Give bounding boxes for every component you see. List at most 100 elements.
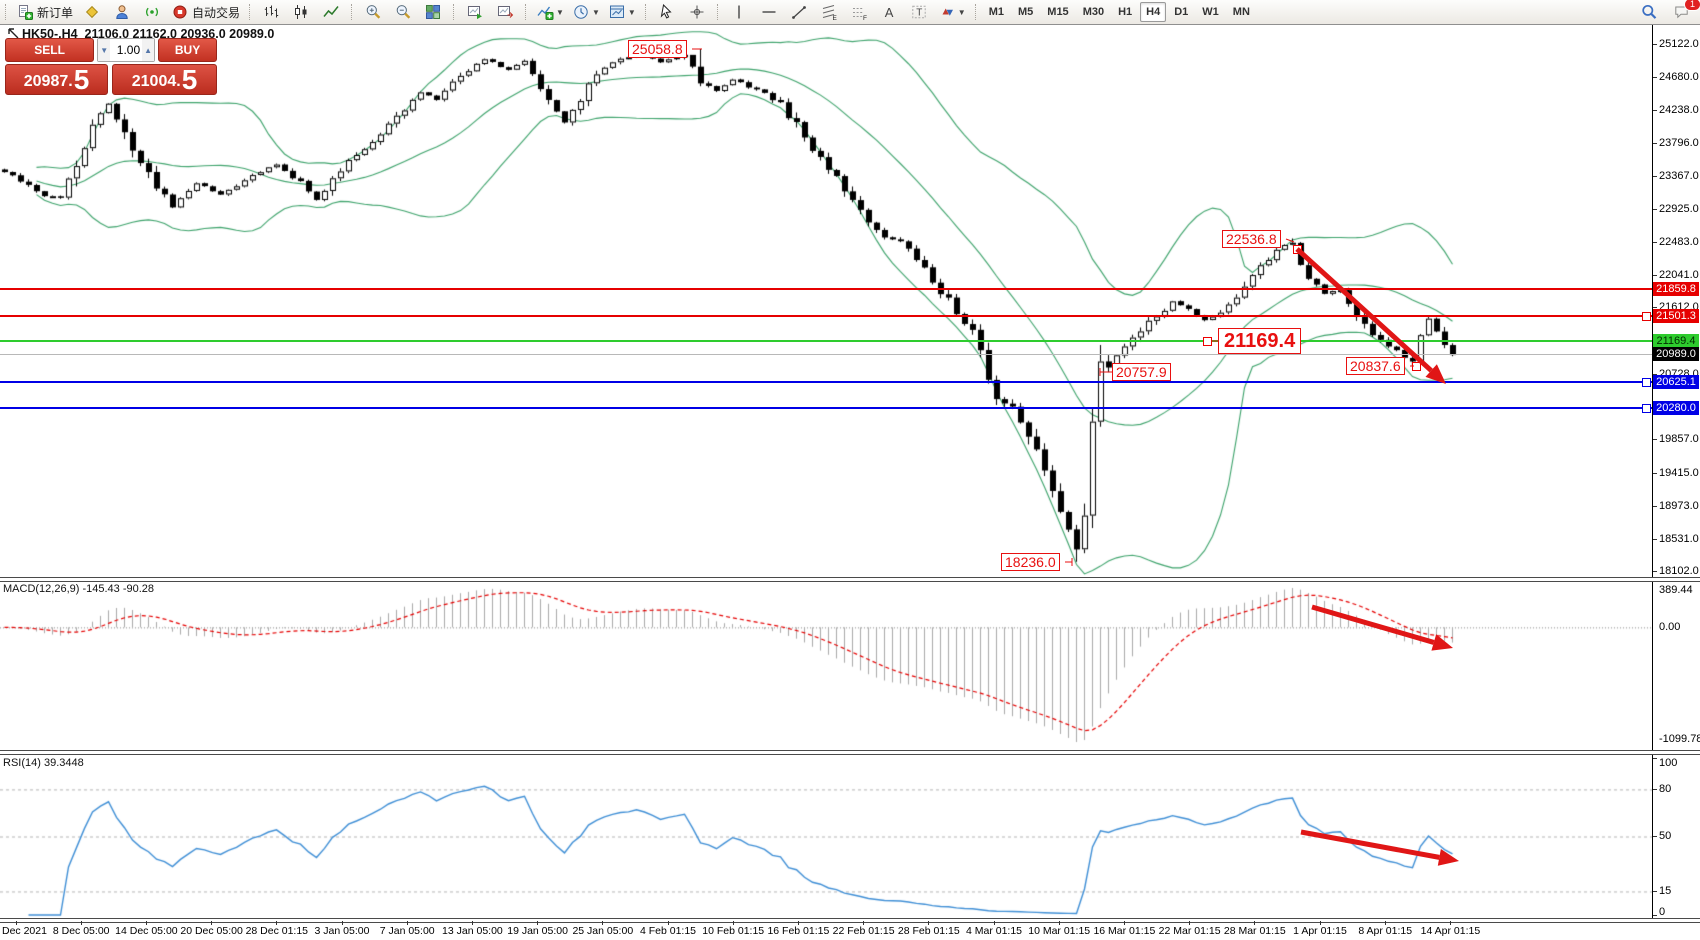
price-tick [1653,209,1657,210]
chart-shift-button[interactable] [491,1,519,23]
hline-21859.8[interactable] [0,288,1652,290]
line-chart-button[interactable] [317,1,345,23]
label-t-icon: T [912,5,926,19]
date-tick [276,921,277,925]
price-tick [1653,275,1657,276]
price-tick-label: 24680.0 [1659,71,1699,83]
trendline-button[interactable] [785,1,813,23]
hline-21169.4[interactable] [0,340,1652,342]
templates-button[interactable]: ▼ [605,1,639,23]
new-order-button[interactable]: 新订单 [13,1,76,23]
label-25058[interactable]: 25058.8 [628,40,687,58]
cursor-button[interactable] [653,1,681,23]
timeframe-m5[interactable]: M5 [1018,6,1034,18]
annotation-handle[interactable] [1412,362,1421,371]
hline-icon [762,11,776,13]
price-tick [1653,110,1657,111]
date-label: 10 Mar 01:15 [1028,925,1091,937]
label-21169[interactable]: 21169.4 [1218,328,1302,354]
annotation-handle[interactable] [1203,337,1212,346]
timeframe-m30[interactable]: M30 [1082,6,1105,18]
volume-decrease-button[interactable]: ▼ [98,39,111,61]
zoom-out-button[interactable] [389,1,417,23]
sell-button[interactable]: SELL [5,38,95,62]
svg-text:A: A [885,5,894,20]
label-22536[interactable]: 22536.8 [1222,230,1281,248]
text-label-button[interactable]: T [905,1,933,23]
date-tick [407,921,408,925]
horizontal-line-button[interactable] [755,1,783,23]
line-handle[interactable] [1642,404,1651,413]
arrow-handle[interactable] [1293,245,1302,254]
equidistant-channel-button[interactable]: E [815,1,843,23]
notifications-button[interactable]: 1 [1668,0,1700,23]
macd-axis-min: -1099.78 [1659,733,1700,745]
text-button[interactable]: A [875,1,903,23]
date-label: 16 Mar 01:15 [1093,925,1156,937]
date-tick [1059,921,1060,925]
date-tick [1124,921,1125,925]
search-button[interactable] [1635,1,1663,23]
panel-separator-macd[interactable] [0,577,1700,582]
person-icon [116,5,128,19]
date-tick [1189,921,1190,925]
line-handle[interactable] [1642,378,1651,387]
timeframe-h1[interactable]: H1 [1118,6,1133,18]
hline-21501.3[interactable] [0,315,1652,317]
zoom-in-button[interactable] [359,1,387,23]
candle-chart-button[interactable] [287,1,315,23]
timeframe-d1[interactable]: D1 [1174,6,1189,18]
date-tick [16,921,17,925]
line-handle[interactable] [1642,312,1651,321]
news-signal-button[interactable] [138,1,166,23]
bar-chart-button[interactable] [257,1,285,23]
sell-price[interactable]: 20987. 5 [5,64,109,95]
price-tick-label: 23796.0 [1659,137,1699,149]
hline-20280.0[interactable] [0,407,1652,409]
profile-button[interactable] [108,1,136,23]
timeframe-w1[interactable]: W1 [1202,6,1219,18]
date-tick [602,921,603,925]
price-tick-label: 19857.0 [1659,433,1699,445]
hline-20989.0[interactable] [0,354,1652,355]
price-level-label-21859.8: 21859.8 [1653,282,1699,296]
timeframe-mn[interactable]: MN [1232,6,1250,18]
date-tick [863,921,864,925]
indicators-button[interactable]: ▼ [533,1,567,23]
fibonacci-button[interactable]: F [845,1,873,23]
volume-input[interactable] [110,39,143,61]
signal-icon [146,7,158,17]
timeframe-m15[interactable]: M15 [1047,6,1069,18]
price-tick [1653,307,1657,308]
panel-separator-rsi[interactable] [0,750,1700,755]
date-tick [146,921,147,925]
price-tick-label: 19415.0 [1659,467,1699,479]
vertical-line-button[interactable] [725,1,753,23]
date-tick [1320,921,1321,925]
buy-price[interactable]: 21004. 5 [112,64,217,95]
buy-button[interactable]: BUY [158,38,217,62]
timeframe-m1[interactable]: M1 [988,6,1004,18]
periods-button[interactable]: ▼ [569,1,603,23]
macd-indicator-title: MACD(12,26,9) -145.43 -90.28 [3,583,155,595]
auto-scroll-button[interactable] [461,1,489,23]
hline-20625.1[interactable] [0,381,1652,383]
volume-increase-button[interactable]: ▲ [142,39,155,61]
label-18236[interactable]: 18236.0 [1001,553,1060,571]
price-axis[interactable] [1652,24,1700,918]
label-20837[interactable]: 20837.6 [1346,357,1405,375]
timeframe-h4[interactable]: H4 [1140,2,1167,22]
arrows-button[interactable]: ▼ [935,1,969,23]
tile-windows-button[interactable] [419,1,447,23]
date-label: 28 Mar 01:15 [1223,925,1286,937]
label-20757[interactable]: 20757.9 [1112,363,1171,381]
crosshair-button[interactable] [683,1,711,23]
date-label: 1 Apr 01:15 [1293,925,1347,937]
price-tick-label: 24238.0 [1659,104,1699,116]
autotrade-button[interactable]: 自动交易 [168,1,243,23]
date-tick [342,921,343,925]
chart-window-button[interactable] [78,1,106,23]
search-blue-icon [1642,4,1657,19]
macd-axis-zero: 0.00 [1659,621,1681,634]
